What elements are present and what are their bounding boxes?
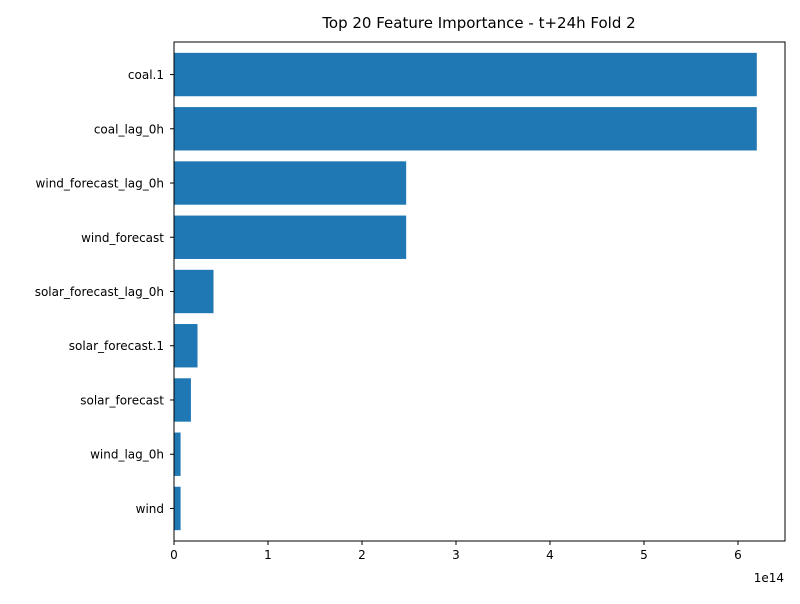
bar-coal_lag_0h xyxy=(174,107,757,151)
y-tick-label: solar_forecast_lag_0h xyxy=(35,285,164,299)
x-tick-label: 5 xyxy=(640,548,648,562)
y-tick-label: wind xyxy=(136,502,164,516)
x-tick-label: 2 xyxy=(358,548,366,562)
y-tick-label: coal_lag_0h xyxy=(94,122,164,136)
bars-layer xyxy=(174,52,757,531)
bar-solar_forecast xyxy=(174,378,191,422)
plot-frame xyxy=(173,41,786,542)
x-tick-label: 3 xyxy=(452,548,460,562)
bar-solar_forecast.1 xyxy=(174,324,198,368)
bar-wind_lag_0h xyxy=(174,432,181,476)
x-tick-label: 1 xyxy=(264,548,272,562)
y-tick-label: solar_forecast xyxy=(80,393,164,407)
bar-wind_forecast_lag_0h xyxy=(174,161,407,205)
bar-wind xyxy=(174,486,181,531)
x-tick-label: 6 xyxy=(734,548,742,562)
y-tick-label: wind_forecast xyxy=(81,231,164,245)
y-tick-label: wind_forecast_lag_0h xyxy=(36,177,164,191)
x-tick-label: 4 xyxy=(546,548,554,562)
y-tick-label: solar_forecast.1 xyxy=(69,339,164,353)
y-tick-label: coal.1 xyxy=(128,68,164,82)
bar-solar_forecast_lag_0h xyxy=(174,269,214,314)
chart-title: Top 20 Feature Importance - t+24h Fold 2 xyxy=(321,14,635,32)
bar-coal.1 xyxy=(174,52,757,97)
bar-wind_forecast xyxy=(174,215,407,259)
axes-layer: coal.1 coal_lag_0h wind_forecast_lag_0hwin… xyxy=(35,41,786,562)
x-tick-label: 0 xyxy=(170,548,178,562)
y-tick-label: wind_lag_0h xyxy=(90,448,164,462)
x-axis-scale-label: 1e14 xyxy=(754,571,784,585)
